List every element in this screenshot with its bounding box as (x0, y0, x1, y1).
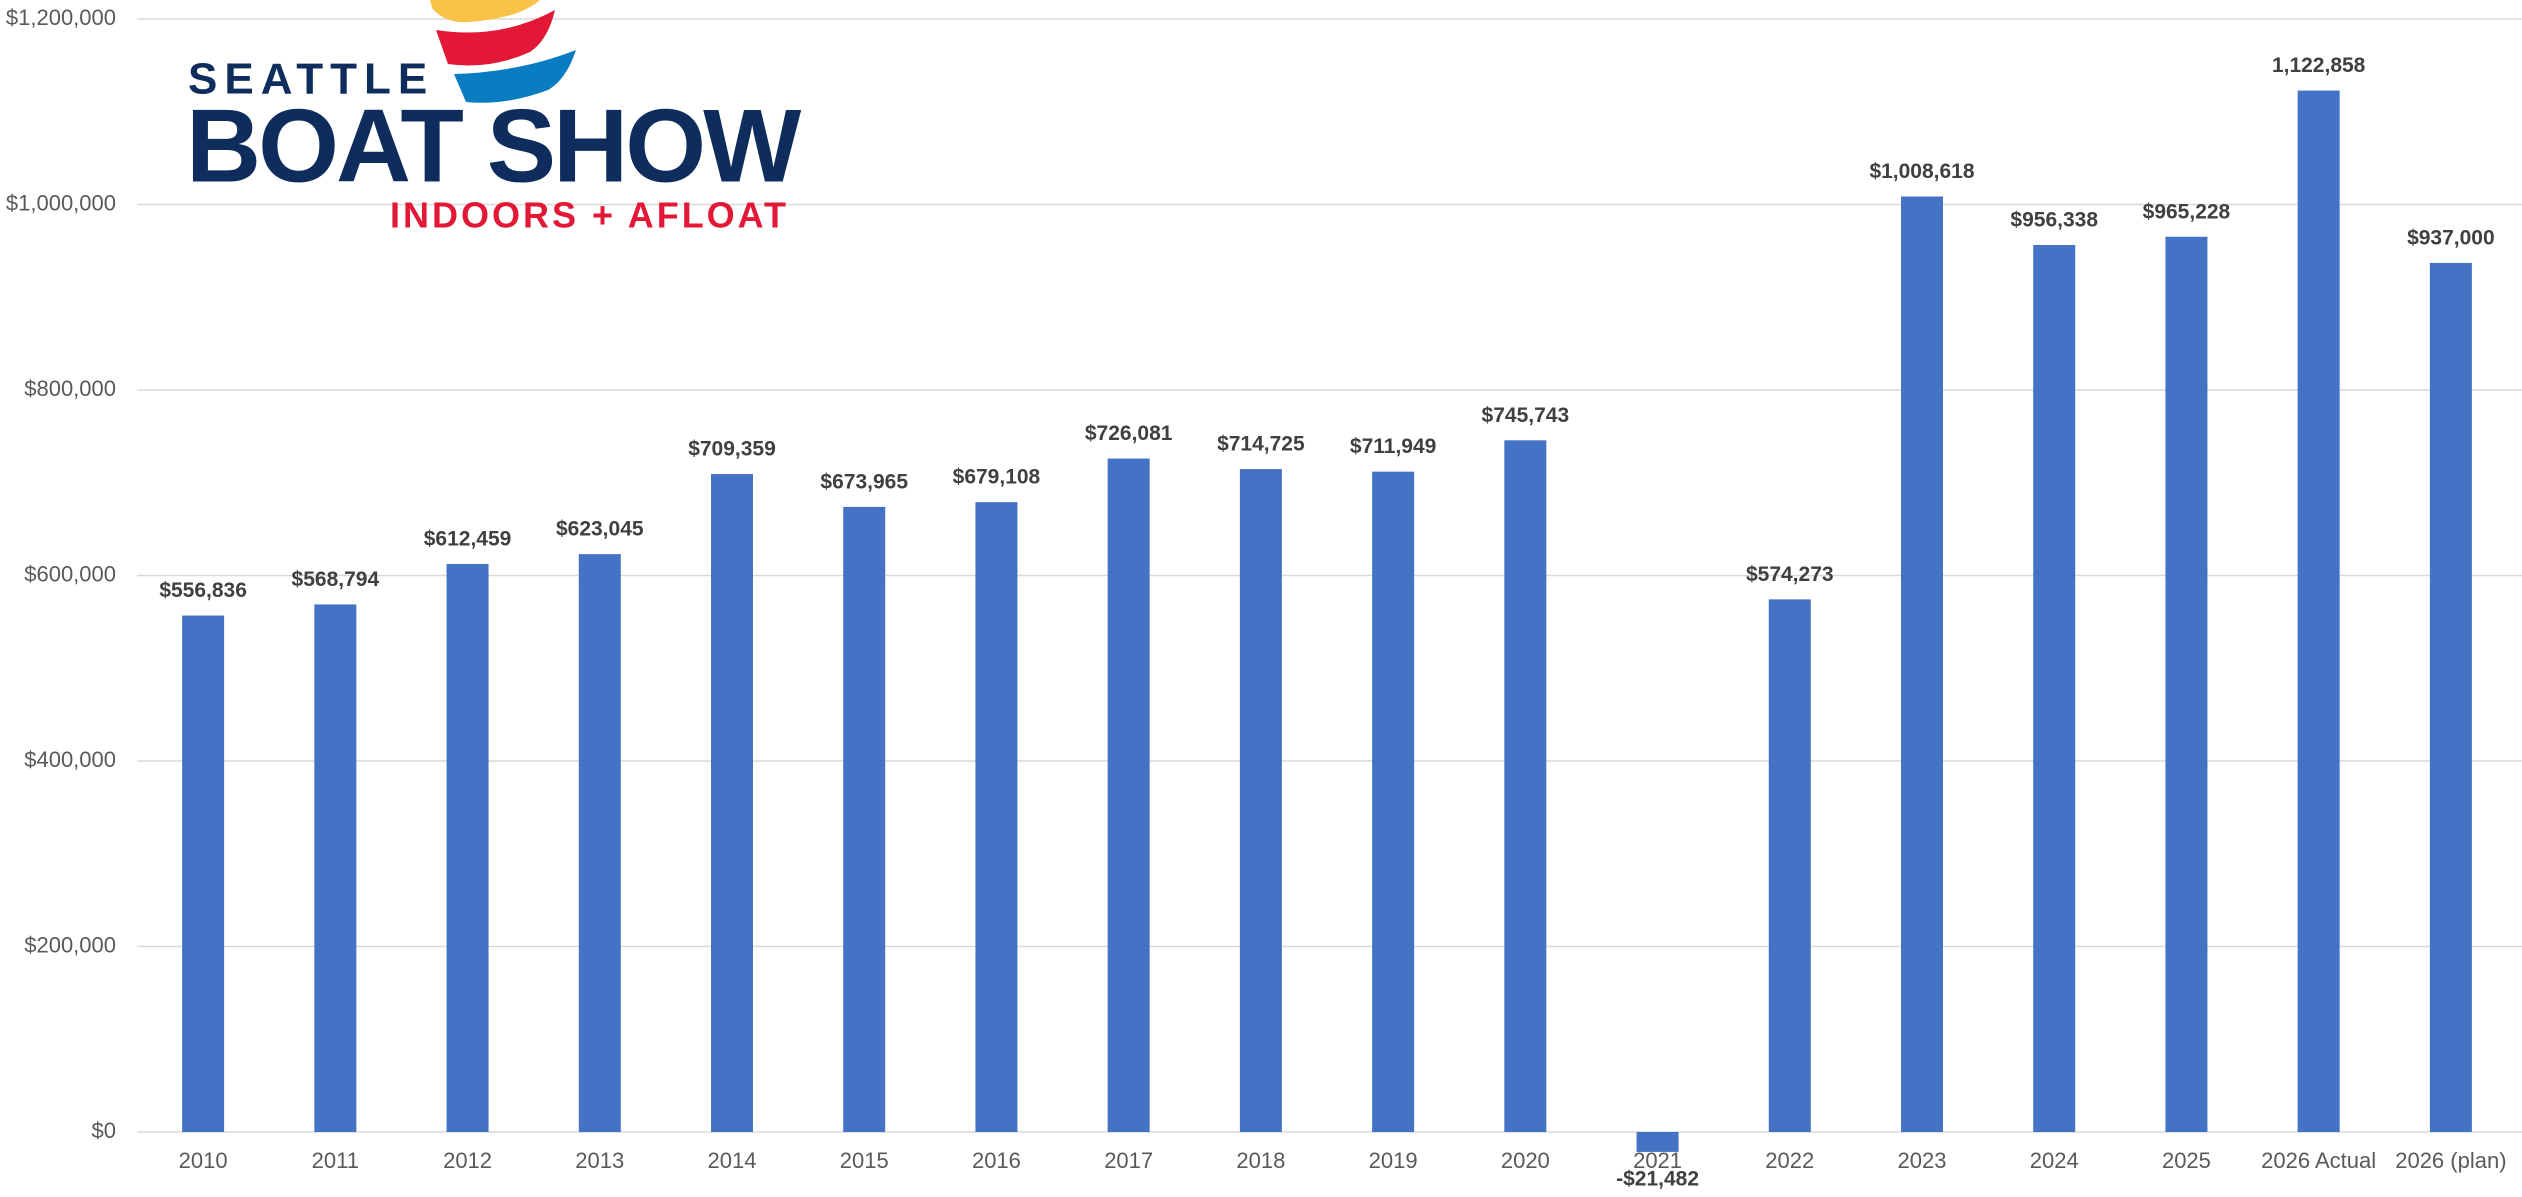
x-tick-label: 2011 (312, 1148, 359, 1173)
x-tick-label: 2018 (1236, 1148, 1285, 1173)
x-tick-label: 2023 (1898, 1148, 1947, 1173)
bar (182, 615, 225, 1132)
data-label: $574,273 (1746, 563, 1834, 586)
data-label: $612,459 (424, 527, 512, 550)
logo-flag-red (436, 10, 555, 66)
data-label: 1,122,858 (2272, 54, 2366, 77)
bar (1901, 196, 1943, 1132)
data-label: $965,228 (2143, 200, 2231, 223)
logo-text: BOAT SHOW (186, 88, 802, 204)
bar (1636, 1132, 1679, 1152)
logo: SEATTLE BOAT SHOW INDOORS + AFLOAT (186, 0, 805, 236)
bar (843, 506, 886, 1132)
y-tick-label: $600,000 (24, 561, 116, 586)
x-tick-label: 2012 (443, 1148, 492, 1173)
x-tick-label: 2026 (plan) (2395, 1148, 2506, 1173)
data-label: $726,081 (1085, 422, 1173, 445)
bar (1239, 469, 1282, 1133)
bar (1768, 599, 1811, 1132)
x-tick-label: 2016 (972, 1148, 1021, 1173)
x-tick-label: 2026 Actual (2261, 1148, 2376, 1173)
bar (2033, 244, 2076, 1132)
x-tick-label: 2017 (1104, 1148, 1153, 1173)
bar (1504, 440, 1547, 1132)
y-tick-label: $400,000 (24, 747, 116, 772)
bar (711, 474, 753, 1132)
x-tick-label: 2025 (2162, 1148, 2211, 1173)
data-label: $556,836 (159, 579, 247, 602)
y-tick-label: $0 (92, 1118, 116, 1143)
logo-flag-yellow (430, 0, 540, 23)
y-tick-label: $1,200,000 (6, 5, 116, 30)
logo-flag-blue (454, 50, 576, 103)
data-label: $711,949 (1350, 435, 1436, 458)
x-tick-label: 2015 (840, 1148, 889, 1173)
data-label: $956,338 (2010, 209, 2098, 232)
data-label: $568,794 (292, 568, 380, 591)
data-label: $679,108 (953, 466, 1041, 489)
bar (2165, 236, 2208, 1132)
bar (1372, 471, 1415, 1132)
bar (975, 502, 1018, 1132)
x-tick-label: 2021 (1633, 1148, 1682, 1173)
data-label: $673,965 (820, 470, 908, 493)
bar (2429, 262, 2472, 1132)
data-label: $745,743 (1482, 404, 1570, 427)
data-label: -$21,482 (1616, 1167, 1699, 1190)
bar (578, 554, 621, 1132)
y-tick-label: $800,000 (24, 376, 116, 401)
logo-text: INDOORS + AFLOAT (390, 195, 789, 236)
logo-text: SEATTLE (188, 55, 434, 104)
data-label: $709,359 (688, 438, 776, 461)
x-tick-label: 2014 (708, 1148, 757, 1173)
x-tick-label: 2022 (1765, 1148, 1814, 1173)
data-label: $714,725 (1217, 433, 1305, 456)
x-tick-label: 2010 (179, 1148, 228, 1173)
y-tick-label: $1,000,000 (6, 190, 116, 215)
y-tick-label: $200,000 (24, 932, 116, 957)
bar (446, 563, 489, 1132)
data-label: $1,008,618 (1869, 160, 1974, 183)
data-label: $623,045 (556, 518, 644, 541)
x-tick-label: 2013 (575, 1148, 624, 1173)
x-tick-label: 2019 (1369, 1148, 1418, 1173)
bar (2297, 90, 2340, 1133)
x-tick-label: 2020 (1501, 1148, 1550, 1173)
bar (314, 604, 357, 1132)
bar (1107, 458, 1150, 1132)
data-label: $937,000 (2407, 226, 2495, 249)
x-tick-label: 2024 (2030, 1148, 2079, 1173)
